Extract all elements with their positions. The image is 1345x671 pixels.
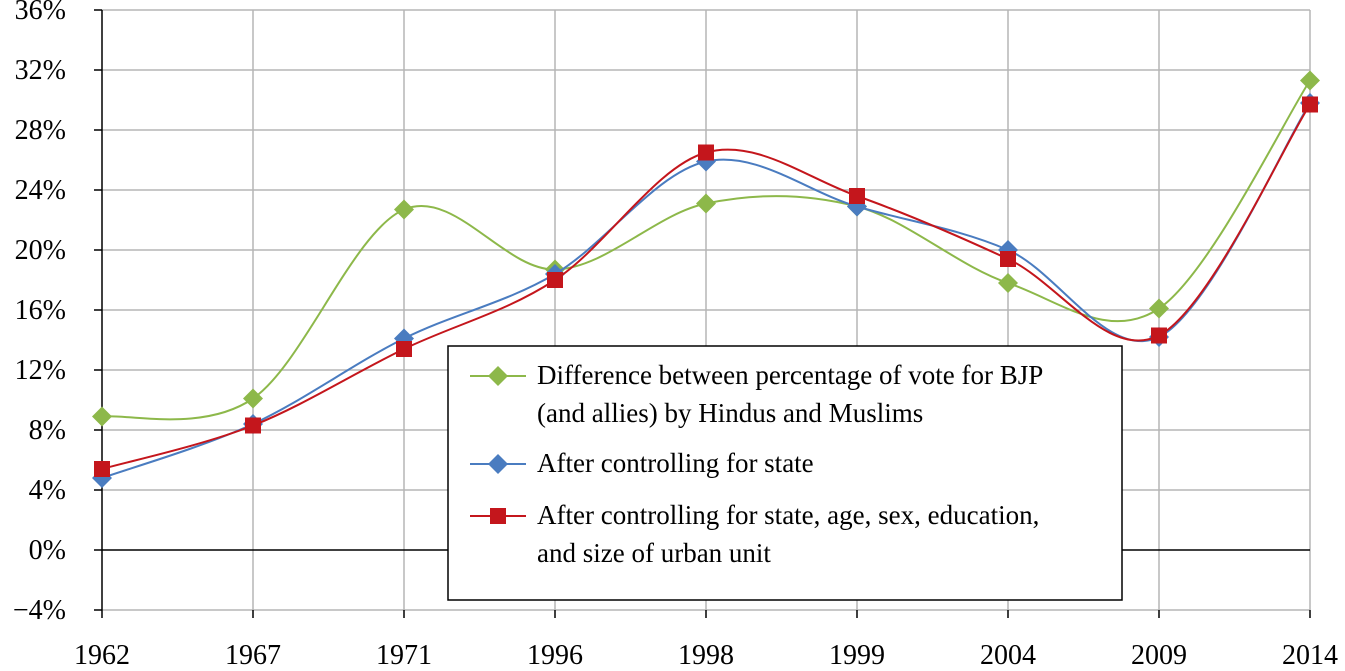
y-tick-label: 8%: [29, 415, 66, 446]
x-tick-label: 1999: [829, 640, 885, 671]
data-point: [92, 406, 112, 427]
x-tick-label: 1967: [225, 640, 281, 671]
legend-label: and size of urban unit: [537, 538, 771, 568]
legend-label: After controlling for state: [537, 448, 814, 478]
y-tick-label: 12%: [15, 355, 66, 386]
y-tick-label: 28%: [15, 115, 66, 146]
data-point: [849, 188, 865, 204]
data-point: [1300, 70, 1320, 91]
x-tick-label: 1971: [376, 640, 432, 671]
x-tick-label: 1962: [74, 640, 130, 671]
legend-swatch-marker: [488, 366, 508, 386]
y-tick-label: 20%: [15, 235, 66, 266]
legend-label: Difference between percentage of vote fo…: [537, 360, 1043, 390]
y-tick-labels: −4% 0% 4% 8% 12% 16% 20% 24% 28% 32% 36%: [13, 0, 66, 626]
data-point: [396, 341, 412, 357]
legend: Difference between percentage of vote fo…: [447, 345, 1123, 601]
legend-swatch-marker: [488, 454, 508, 474]
data-point: [245, 417, 261, 434]
legend-box: [447, 345, 1123, 601]
data-point: [94, 461, 110, 477]
y-tick-label: 32%: [15, 55, 66, 86]
x-tick-label: 2014: [1282, 640, 1338, 671]
series-line: [101, 103, 1311, 470]
data-point: [698, 144, 714, 161]
y-tick-label: 36%: [15, 0, 66, 26]
y-tick-label: 0%: [29, 535, 66, 566]
data-point: [547, 272, 563, 288]
data-point: [243, 388, 263, 409]
y-tick-label: −4%: [13, 595, 66, 626]
x-tick-label: 2009: [1131, 640, 1187, 671]
y-tick-label: 16%: [15, 295, 66, 326]
data-point: [1149, 298, 1169, 319]
y-tick-label: 4%: [29, 475, 66, 506]
y-tick-label: 24%: [15, 175, 66, 206]
x-tick-label: 2004: [980, 640, 1036, 671]
data-point: [998, 273, 1018, 293]
data-point: [1302, 96, 1318, 113]
data-point: [1000, 251, 1016, 267]
series: [92, 70, 1320, 488]
series-3: [94, 96, 1318, 477]
data-point: [394, 199, 414, 220]
x-tick-label: 1998: [678, 640, 734, 671]
legend-label: (and allies) by Hindus and Muslims: [537, 398, 923, 428]
data-point: [1151, 327, 1167, 344]
x-tick-label: 1996: [527, 640, 583, 671]
data-point: [696, 193, 716, 214]
x-tick-labels: 1962 1967 1971 1996 1998 1999 2004 2009 2014: [74, 640, 1338, 671]
legend-swatch-marker: [490, 508, 506, 524]
legend-label: After controlling for state, age, sex, e…: [537, 500, 1039, 530]
